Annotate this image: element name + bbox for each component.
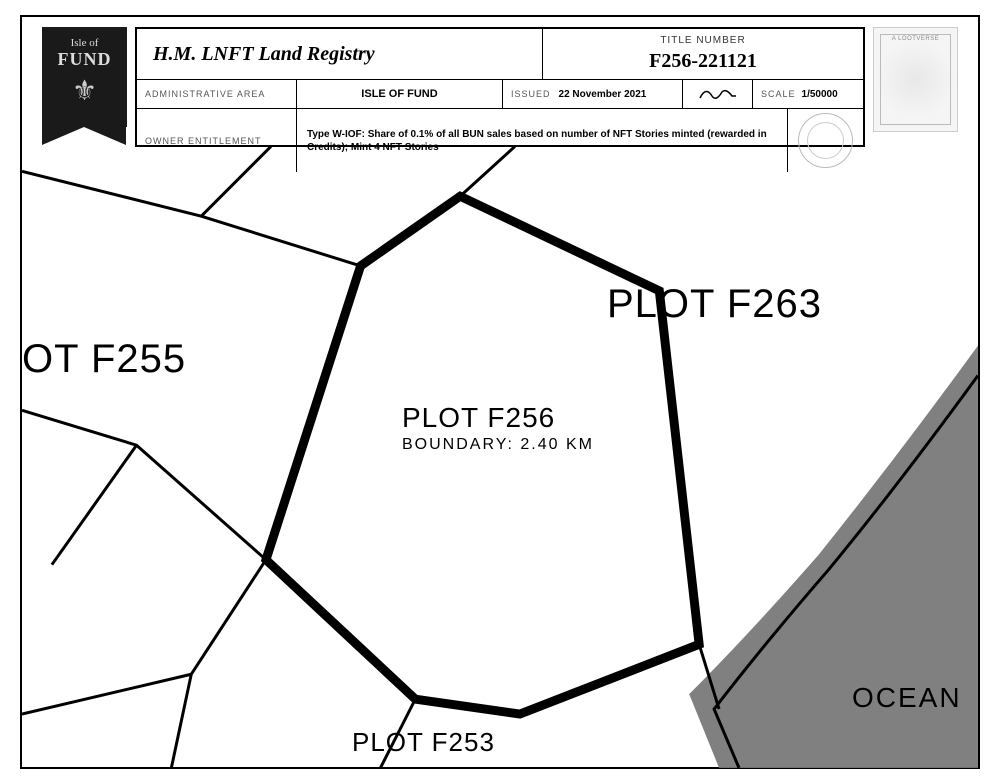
scale-cell: SCALE 1/50000	[753, 80, 863, 108]
row-title: H.M. LNFT Land Registry TITLE NUMBER F25…	[137, 29, 863, 80]
admin-area-value: ISLE OF FUND	[297, 80, 503, 108]
banner-emblem-icon: ⚜	[42, 74, 127, 107]
banner-text: Isle of FUND	[42, 27, 127, 70]
plot-right-label: PLOT F263	[607, 282, 822, 327]
main-plot-boundary	[266, 196, 699, 714]
entitlement-text: Type W-IOF: Share of 0.1% of all BUN sal…	[297, 109, 788, 172]
isle-banner: Isle of FUND ⚜	[42, 27, 127, 127]
issued-date: 22 November 2021	[559, 89, 647, 100]
plot-left-label: OT F255	[22, 337, 186, 382]
banner-line1: Isle of	[42, 37, 127, 49]
seal-icon	[798, 113, 853, 168]
ocean-label: OCEAN	[852, 682, 962, 714]
title-number-value: F256-221121	[549, 50, 857, 73]
title-number-label: TITLE NUMBER	[549, 35, 857, 46]
page-frame: Isle of FUND ⚜ H.M. LNFT Land Registry T…	[20, 15, 980, 769]
scale-value: 1/50000	[802, 89, 838, 100]
scale-label: SCALE	[761, 89, 796, 99]
seal-cell	[788, 109, 863, 172]
admin-area-label: ADMINISTRATIVE AREA	[137, 80, 297, 108]
row-entitlement: OWNER ENTITLEMENT Type W-IOF: Share of 0…	[137, 109, 863, 172]
main-plot-label-group: PLOT F256 BOUNDARY: 2.40 KM	[402, 402, 594, 454]
title-number-box: TITLE NUMBER F256-221121	[543, 29, 863, 79]
banner-line2: FUND	[42, 49, 127, 70]
issued-label: ISSUED	[511, 89, 551, 99]
header: Isle of FUND ⚜ H.M. LNFT Land Registry T…	[42, 27, 958, 147]
plot-bottom-label: PLOT F253	[352, 727, 495, 758]
stamp-label: A LOOTVERSE	[874, 36, 957, 42]
main-plot-label: PLOT F256	[402, 402, 594, 434]
signature-icon	[683, 80, 753, 108]
issued-cell: ISSUED 22 November 2021	[503, 80, 683, 108]
postage-stamp: A LOOTVERSE	[873, 27, 958, 132]
owner-entitlement-label: OWNER ENTITLEMENT	[137, 109, 297, 172]
row-admin: ADMINISTRATIVE AREA ISLE OF FUND ISSUED …	[137, 80, 863, 109]
info-table: H.M. LNFT Land Registry TITLE NUMBER F25…	[135, 27, 865, 147]
registry-title: H.M. LNFT Land Registry	[137, 29, 543, 79]
boundary-label: BOUNDARY: 2.40 KM	[402, 436, 594, 454]
